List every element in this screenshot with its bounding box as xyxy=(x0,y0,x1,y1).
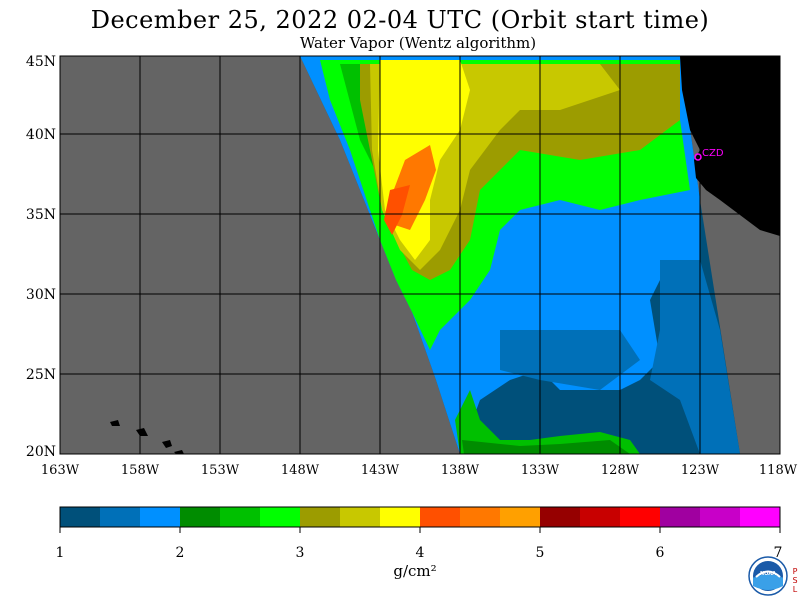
map-title: December 25, 2022 02-04 UTC (Orbit start… xyxy=(90,6,710,34)
lon-label: 123W xyxy=(681,463,720,478)
hawaii-island-2 xyxy=(136,428,148,436)
lon-label: 163W xyxy=(41,463,80,478)
colorbar-tick-label: 3 xyxy=(296,545,305,561)
colorbar-swatch xyxy=(380,507,421,527)
lat-label: 20N xyxy=(26,444,56,460)
north-america-coast xyxy=(680,56,780,236)
colorbar-swatch xyxy=(100,507,141,527)
colorbar-swatch xyxy=(500,507,541,527)
colorbar-swatch xyxy=(60,507,101,527)
side-letter: S xyxy=(792,576,797,585)
land xyxy=(110,56,780,454)
lon-label: 133W xyxy=(521,463,560,478)
lat-label: 45N xyxy=(26,54,56,70)
lat-label: 30N xyxy=(26,287,56,303)
swath xyxy=(300,56,740,454)
colorbar-swatch xyxy=(340,507,381,527)
swath-red-orange xyxy=(384,185,410,235)
graticule xyxy=(60,56,780,454)
colorbar-tick-label: 4 xyxy=(416,545,425,561)
hawaii-island-3 xyxy=(162,440,172,448)
colorbar-swatch xyxy=(540,507,581,527)
colorbar-swatch xyxy=(260,507,301,527)
map-subtitle: Water Vapor (Wentz algorithm) xyxy=(299,34,537,52)
lon-label: 138W xyxy=(441,463,480,478)
swath-green-south xyxy=(455,390,640,454)
colorbar-tick-label: 6 xyxy=(656,545,665,561)
station-label: CZD xyxy=(702,148,724,159)
station-marker xyxy=(694,153,702,161)
lon-label: 128W xyxy=(601,463,640,478)
lon-label: 143W xyxy=(361,463,400,478)
colorbar-tick-label: 5 xyxy=(536,545,545,561)
colorbar-tick-label: 1 xyxy=(56,545,65,561)
noaa-logo: NOAA xyxy=(748,556,788,596)
lon-label: 153W xyxy=(201,463,240,478)
lat-label: 25N xyxy=(26,367,56,383)
lon-label: 118W xyxy=(759,463,798,478)
colorbar-swatch xyxy=(580,507,621,527)
colorbar-swatch xyxy=(460,507,501,527)
lat-label: 40N xyxy=(26,127,56,143)
swath-lower-blue xyxy=(500,330,640,390)
logo-text: NOAA xyxy=(760,571,776,577)
colorbar-swatch xyxy=(180,507,221,527)
lon-label: 148W xyxy=(281,463,320,478)
colorbar-swatch xyxy=(660,507,701,527)
lat-label: 35N xyxy=(26,207,56,223)
side-letter: L xyxy=(793,585,798,594)
colorbar-units: g/cm² xyxy=(393,562,437,580)
colorbar-swatch xyxy=(620,507,661,527)
side-letter: P xyxy=(793,567,798,576)
side-letters: P S L xyxy=(792,567,798,594)
colorbar-swatch xyxy=(700,507,741,527)
colorbar-swatch xyxy=(300,507,341,527)
colorbar-swatch xyxy=(420,507,461,527)
colorbar-swatch xyxy=(140,507,181,527)
hawaii-island-4 xyxy=(174,450,184,454)
lon-label: 158W xyxy=(121,463,160,478)
hawaii-island-1 xyxy=(110,420,120,426)
colorbar-swatch xyxy=(740,507,781,527)
colorbar xyxy=(59,507,781,533)
colorbar-tick-label: 2 xyxy=(176,545,185,561)
swath-medium-blue xyxy=(650,260,740,454)
plot-frame xyxy=(59,55,781,455)
swath-dark-green-south xyxy=(462,440,630,454)
colorbar-frame xyxy=(59,506,781,528)
colorbar-swatch xyxy=(220,507,261,527)
colorbar-tick-label: 7 xyxy=(774,545,783,561)
